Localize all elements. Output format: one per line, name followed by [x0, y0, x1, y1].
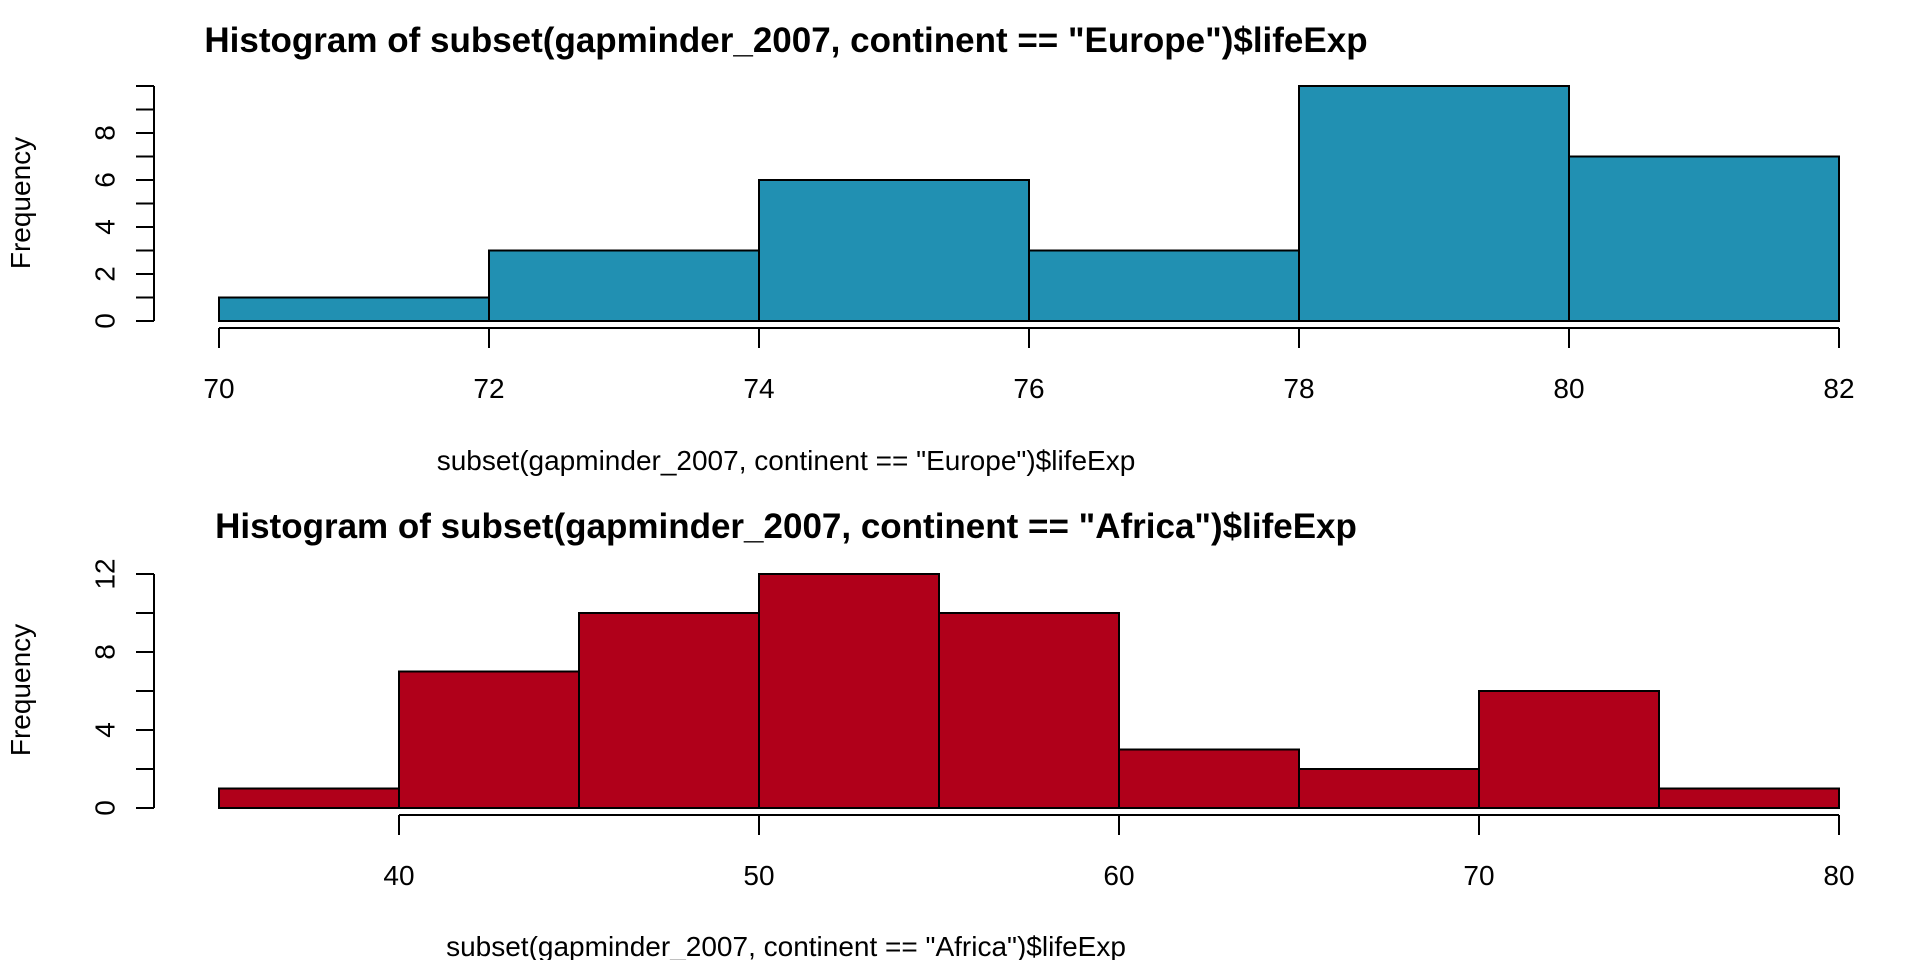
africa-bar-8	[1658, 787, 1840, 809]
africa-bar-5	[1118, 748, 1300, 809]
europe-x-axis: 70 72 74 76 78 80 82	[203, 327, 1855, 404]
africa-x-tick-label-40: 40	[383, 860, 414, 891]
europe-bar-0	[218, 296, 490, 322]
europe-y-tick-label-2: 2	[89, 266, 120, 282]
europe-x-tick-label-78: 78	[1283, 373, 1314, 404]
europe-bar-1	[488, 249, 760, 322]
europe-histogram-panel: Histogram of subset(gapminder_2007, cont…	[5, 21, 1855, 476]
africa-bar-7	[1478, 690, 1660, 809]
europe-chart-title: Histogram of subset(gapminder_2007, cont…	[204, 21, 1367, 60]
africa-x-tick-label-80: 80	[1823, 860, 1854, 891]
europe-x-tick-label-82: 82	[1823, 373, 1854, 404]
africa-bar-4	[938, 612, 1120, 809]
europe-x-tick-label-80: 80	[1553, 373, 1584, 404]
europe-x-tick-label-72: 72	[473, 373, 504, 404]
europe-bars	[218, 85, 1840, 322]
africa-x-tick-label-70: 70	[1463, 860, 1494, 891]
europe-x-axis-label: subset(gapminder_2007, continent == "Eur…	[437, 445, 1136, 476]
europe-bar-2	[758, 179, 1030, 322]
europe-x-tick-label-76: 76	[1013, 373, 1044, 404]
africa-histogram-panel: Histogram of subset(gapminder_2007, cont…	[5, 507, 1855, 960]
africa-bars	[218, 573, 1840, 809]
africa-y-axis-label: Frequency	[5, 624, 36, 756]
europe-y-tick-label-4: 4	[89, 219, 120, 235]
africa-y-tick-label-4: 4	[89, 722, 120, 738]
africa-bar-0	[218, 787, 400, 809]
africa-y-tick-label-0: 0	[89, 800, 120, 816]
europe-bar-4	[1298, 85, 1570, 322]
europe-y-tick-label-8: 8	[89, 125, 120, 141]
europe-y-axis-label: Frequency	[5, 137, 36, 269]
africa-bar-3	[758, 573, 940, 809]
africa-bar-6	[1298, 768, 1480, 809]
europe-bar-3	[1028, 249, 1300, 322]
africa-bar-2	[578, 612, 760, 809]
africa-y-tick-label-8: 8	[89, 644, 120, 660]
africa-y-tick-label-12: 12	[89, 558, 120, 589]
africa-y-axis: 0 4 8 12	[89, 558, 155, 816]
europe-y-tick-label-0: 0	[89, 313, 120, 329]
europe-x-tick-label-70: 70	[203, 373, 234, 404]
africa-bar-1	[398, 670, 580, 809]
europe-bar-5	[1568, 155, 1840, 322]
africa-x-axis-label: subset(gapminder_2007, continent == "Afr…	[446, 931, 1126, 960]
africa-x-axis: 40 50 60 70 80	[383, 814, 1855, 891]
africa-x-tick-label-50: 50	[743, 860, 774, 891]
africa-x-tick-label-60: 60	[1103, 860, 1134, 891]
europe-y-tick-label-6: 6	[89, 172, 120, 188]
europe-x-tick-label-74: 74	[743, 373, 774, 404]
africa-chart-title: Histogram of subset(gapminder_2007, cont…	[215, 507, 1357, 546]
europe-y-axis: 0 2 4 6 8	[89, 85, 155, 329]
